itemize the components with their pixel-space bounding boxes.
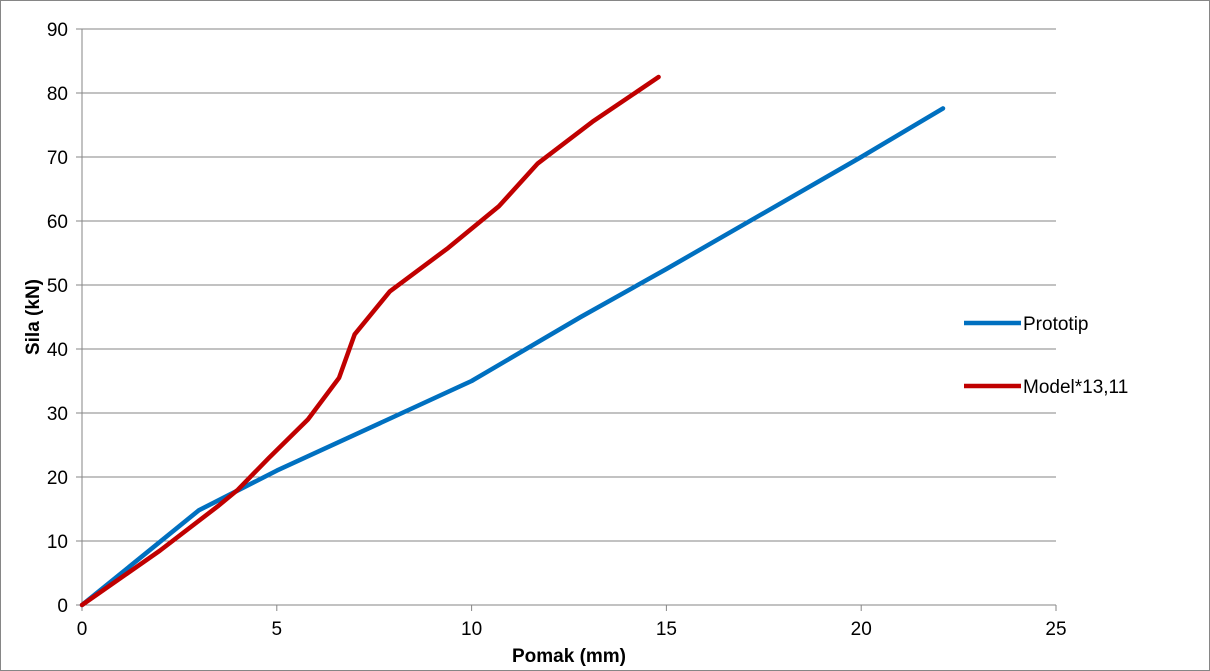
tick-labels: 0 10 20 30 40 50 60 70 80 90 0 5 10 15 20 25 <box>47 20 1067 640</box>
x-tick-label: 5 <box>272 619 283 640</box>
y-tick-label: 30 <box>47 404 68 425</box>
x-tick-label: 25 <box>1045 619 1066 640</box>
x-tick-label: 15 <box>656 619 677 640</box>
series-line-model <box>79 74 661 608</box>
y-tick-label: 60 <box>47 212 68 233</box>
y-tick-label: 90 <box>47 20 68 41</box>
grid-lines <box>82 28 1056 542</box>
y-tick-label: 50 <box>47 276 68 297</box>
legend-label: Prototip <box>1023 314 1088 335</box>
y-tick-label: 70 <box>47 148 68 169</box>
series-lines <box>79 74 946 608</box>
axes <box>76 28 1057 611</box>
x-tick-label: 10 <box>461 619 482 640</box>
y-tick-label: 20 <box>47 468 68 489</box>
x-tick-label: 20 <box>851 619 872 640</box>
y-tick-label: 40 <box>47 340 68 361</box>
legend: Prototip Model*13,11 <box>964 314 1128 398</box>
legend-label: Model*13,11 <box>1023 377 1128 398</box>
x-tick-label: 0 <box>77 619 88 640</box>
y-tick-label: 0 <box>57 596 68 617</box>
y-axis-title: Sila (kN) <box>23 279 44 355</box>
y-tick-label: 10 <box>47 532 68 553</box>
y-tick-label: 80 <box>47 84 68 105</box>
x-axis-title: Pomak (mm) <box>512 646 626 667</box>
series-line-prototip <box>79 106 946 608</box>
